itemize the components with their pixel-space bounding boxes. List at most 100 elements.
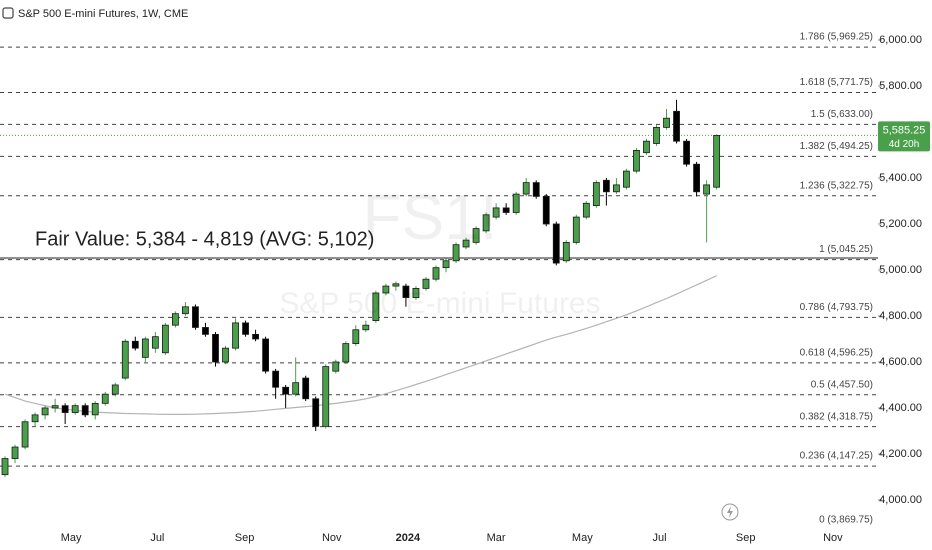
candle-body [222, 347, 229, 363]
x-tick-label: Sep [736, 532, 756, 544]
candle-body [302, 377, 310, 400]
x-tick-label: Nov [823, 532, 843, 544]
fib-level-label: 1.5 (5,633.00) [811, 109, 873, 120]
fib-level-label: 0 (3,869.75) [819, 515, 873, 526]
y-tick-label: 4,600.00 [879, 356, 922, 368]
candle-body [31, 414, 39, 423]
candle-body [442, 260, 450, 269]
candle-body [522, 182, 530, 195]
candle-body [121, 340, 129, 379]
candle-body [562, 241, 570, 262]
axis-layer: 4,000.00 4,200.00 4,400.00 4,600.00 4,800.00… [61, 34, 930, 544]
candle-body [392, 283, 400, 287]
candle-body [1, 458, 9, 476]
candle-body [482, 214, 490, 232]
candle-body [633, 149, 640, 172]
candle-body [683, 140, 690, 165]
candle-body [332, 361, 340, 372]
candle-body [362, 324, 370, 331]
candle-body [282, 386, 290, 395]
candle-body [81, 405, 89, 416]
candle-body [402, 285, 410, 298]
watermark-symbol: FS1! [362, 181, 497, 253]
candle-body [151, 336, 159, 349]
candle-body [352, 329, 360, 344]
candle-body [242, 322, 249, 335]
fib-level-label: 1.786 (5,969.25) [800, 32, 873, 43]
y-tick-label: 5,000.00 [879, 264, 922, 276]
x-tick-label: May [61, 532, 82, 544]
candle-body [422, 278, 430, 289]
candle-body [372, 292, 380, 321]
watermark-name: S&P 500 E-mini Futures [279, 287, 600, 320]
candle-body [512, 193, 520, 213]
candle-body [542, 195, 550, 225]
candle-body [663, 117, 670, 128]
fib-level-label: 1 (5,045.25) [819, 244, 873, 255]
candle-body [101, 393, 109, 404]
title-icon [2, 7, 14, 19]
y-tick-label: 4,200.00 [879, 448, 922, 460]
x-tick-label: May [572, 532, 593, 544]
candle-body [492, 207, 500, 218]
candle-body [11, 446, 19, 459]
fib-level-label: 0.618 (4,596.25) [800, 347, 873, 358]
fib-level-label: 0.5 (4,457.50) [811, 379, 873, 390]
fib-level-label: 0.786 (4,793.75) [800, 302, 873, 313]
marks-layer [1, 99, 721, 477]
candle-body [61, 405, 69, 413]
x-tick-label: Nov [322, 532, 342, 544]
candle-body [572, 216, 580, 243]
y-tick-label: 4,000.00 [879, 494, 922, 506]
y-tick-label: 5,200.00 [879, 218, 922, 230]
candle-body [41, 407, 49, 416]
candle-body [502, 207, 510, 213]
x-tick-label: Jul [150, 532, 164, 544]
chart-title: S&P 500 E-mini Futures, 1W, CME [18, 8, 188, 20]
candle-body [272, 370, 280, 388]
candle-body [292, 382, 300, 395]
candle-body [673, 110, 680, 142]
x-axis-background [0, 527, 932, 550]
fib-level-label: 1.382 (5,494.25) [800, 141, 873, 152]
candle-body [192, 306, 199, 328]
candle-body [592, 182, 600, 206]
lightning-icon[interactable] [721, 503, 739, 521]
candle-body [713, 134, 721, 188]
candle-body [252, 333, 259, 340]
lines-layer [0, 46, 878, 531]
fib-level-label: 0.382 (4,318.75) [800, 411, 873, 422]
fib-level-label: 0.236 (4,147.25) [800, 451, 873, 462]
candle-body [432, 267, 440, 280]
candle-body [21, 421, 29, 448]
candle-body [322, 366, 330, 427]
candle-body [71, 405, 79, 413]
icon-circle[interactable] [721, 503, 739, 521]
icon-bolt[interactable] [727, 506, 733, 518]
candle-body [532, 182, 540, 197]
candle-body [452, 244, 460, 262]
candle-body [51, 405, 59, 409]
y-tick-label: 4,800.00 [879, 310, 922, 322]
candle-body [171, 313, 179, 326]
candle-body [262, 338, 270, 372]
moving-average-line [4, 275, 717, 415]
icon [2, 7, 14, 19]
labels-layer: 1.786 (5,969.25) 1.618 (5,771.75) 1.5 (5,6… [800, 32, 873, 526]
x-tick-label: Sep [235, 532, 255, 544]
last-price-box [878, 121, 930, 152]
fib-level-label: 1.618 (5,771.75) [800, 77, 873, 88]
candle-body [212, 333, 219, 363]
fair-value-label: Fair Value: 5,384 - 4,819 (AVG: 5,102) [35, 228, 374, 250]
y-tick-label: 4,400.00 [879, 402, 922, 414]
candle-body [182, 306, 189, 315]
candle-body [582, 202, 590, 218]
candle-body [91, 402, 99, 416]
candle-body [653, 127, 660, 144]
candle-body [613, 184, 620, 193]
y-tick-label: 6,000.00 [879, 34, 922, 46]
x-tick-label: 2024 [396, 532, 421, 544]
last-price-label: 5,585.25 [883, 124, 926, 136]
